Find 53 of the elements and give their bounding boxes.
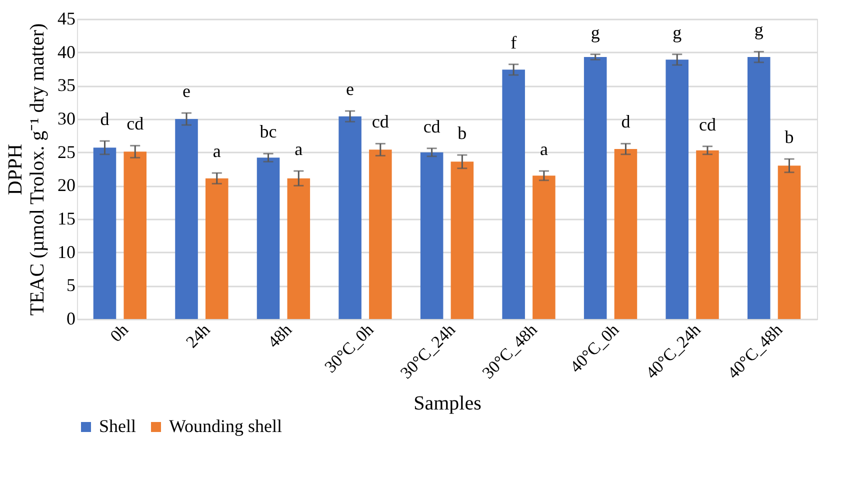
bar: [584, 57, 607, 319]
data-label: e: [182, 81, 191, 101]
data-label: b: [458, 123, 467, 143]
bar: [124, 152, 147, 319]
bar: [502, 70, 525, 319]
x-tick-label: 24h: [182, 320, 214, 352]
y-tick-label: 5: [66, 275, 76, 296]
bar: [666, 60, 689, 319]
data-label: a: [294, 139, 303, 159]
data-label: f: [510, 32, 517, 52]
y-axis-title: DPPH TEAC (µmol Trolox. g⁻¹ dry matter): [4, 23, 48, 316]
bar: [175, 119, 198, 319]
y-tick-label: 35: [58, 75, 76, 96]
data-label: a: [540, 139, 548, 159]
x-tick-label: 0h: [106, 320, 132, 346]
data-label: b: [784, 127, 794, 147]
bar: [338, 116, 362, 319]
bar: [256, 158, 280, 319]
y-tick-label: 45: [58, 8, 76, 28]
data-label: d: [100, 109, 110, 129]
data-label: cd: [698, 114, 716, 134]
x-tick-label: 48h: [264, 320, 296, 352]
y-tick-label: 10: [58, 242, 76, 262]
y-tick-label: 25: [58, 142, 76, 162]
legend-label: Shell: [99, 416, 136, 436]
bar: [696, 150, 719, 319]
data-label: e: [346, 79, 354, 99]
data-label: cd: [126, 114, 144, 134]
data-label: cd: [423, 116, 440, 136]
bar: [614, 149, 638, 319]
data-label: cd: [372, 112, 389, 132]
data-label: a: [212, 141, 221, 161]
bar: [287, 178, 310, 319]
y-tick-label: 0: [66, 308, 76, 328]
bar: [778, 166, 801, 319]
bar: [747, 57, 770, 319]
bar: [420, 152, 444, 319]
data-label: d: [621, 112, 630, 132]
bar: [532, 176, 556, 319]
y-tick-label: 40: [58, 42, 76, 62]
data-label: g: [754, 20, 764, 40]
data-label: bc: [260, 122, 277, 142]
x-axis-title: Samples: [414, 392, 482, 415]
y-tick-label: 20: [58, 175, 76, 196]
data-label: g: [590, 22, 600, 42]
data-label: g: [672, 22, 682, 42]
y-tick-label: 30: [58, 108, 76, 128]
bar: [93, 148, 116, 319]
legend-label: Wounding shell: [169, 416, 282, 436]
bar: [450, 162, 474, 319]
y-tick-label: 15: [58, 208, 76, 228]
bar: [369, 150, 392, 319]
bar: [205, 178, 228, 319]
